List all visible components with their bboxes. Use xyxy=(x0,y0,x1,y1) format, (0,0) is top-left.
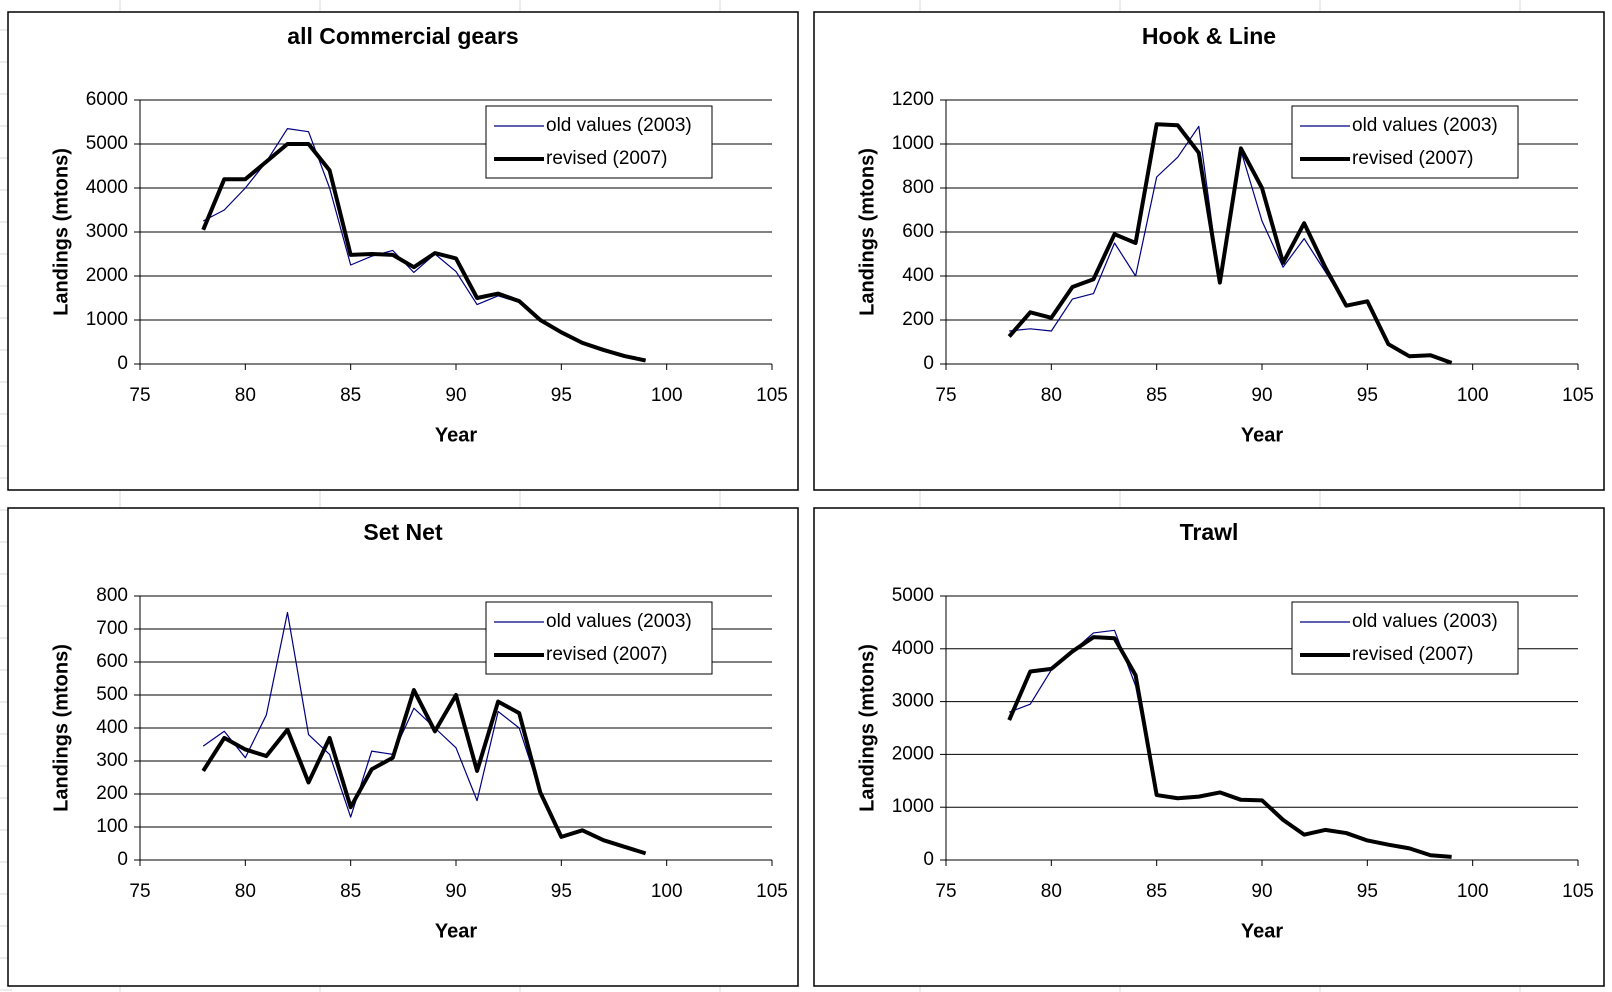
y-axis-label: Landings (mtons) xyxy=(50,644,72,812)
x-axis-label: Year xyxy=(435,920,477,942)
y-tick-label: 200 xyxy=(96,783,128,804)
x-tick-label: 90 xyxy=(445,881,466,902)
y-tick-label: 1000 xyxy=(892,796,934,817)
y-tick-label: 800 xyxy=(902,177,934,198)
y-tick-label: 4000 xyxy=(86,177,128,198)
legend-box xyxy=(1291,105,1519,179)
x-tick-label: 100 xyxy=(1457,385,1489,406)
y-tick-label: 600 xyxy=(902,221,934,242)
x-axis-label: Year xyxy=(435,424,477,446)
x-tick-label: 75 xyxy=(935,881,956,902)
y-tick-label: 0 xyxy=(923,353,934,374)
x-tick-label: 100 xyxy=(651,385,683,406)
y-axis-label: Landings (mtons) xyxy=(856,644,878,812)
x-tick-label: 75 xyxy=(129,881,150,902)
x-tick-label: 105 xyxy=(756,881,788,902)
y-tick-label: 3000 xyxy=(86,221,128,242)
x-tick-label: 95 xyxy=(1357,881,1378,902)
y-tick-label: 5000 xyxy=(892,585,934,606)
x-tick-label: 105 xyxy=(1562,385,1594,406)
chart-panel: all Commercial gears 0 1000 2000 3000 4000 500… xyxy=(7,11,799,491)
y-tick-label: 200 xyxy=(902,309,934,330)
y-tick-label: 400 xyxy=(96,717,128,738)
chart-panel: Trawl 0 1000 2000 3000 4000 5000 75 80 85 90 95 100 1… xyxy=(813,507,1605,987)
y-tick-label: 700 xyxy=(96,618,128,639)
x-tick-label: 80 xyxy=(235,881,256,902)
y-tick-label: 800 xyxy=(96,585,128,606)
legend-label: revised (2007) xyxy=(1352,644,1473,665)
chart-title: Hook & Line xyxy=(1142,23,1276,49)
y-tick-label: 5000 xyxy=(86,133,128,154)
x-tick-label: 100 xyxy=(651,881,683,902)
x-tick-label: 90 xyxy=(1251,881,1272,902)
chart-title: Trawl xyxy=(1180,519,1239,545)
x-tick-label: 95 xyxy=(551,881,572,902)
x-tick-label: 90 xyxy=(1251,385,1272,406)
x-axis-label: Year xyxy=(1241,920,1283,942)
legend-label: old values (2003) xyxy=(1352,611,1498,632)
series-line xyxy=(201,688,647,856)
y-tick-label: 0 xyxy=(923,849,934,870)
y-tick-label: 1000 xyxy=(892,133,934,154)
y-tick-label: 0 xyxy=(117,849,128,870)
y-axis-label: Landings (mtons) xyxy=(50,148,72,316)
y-tick-label: 100 xyxy=(96,816,128,837)
y-tick-label: 0 xyxy=(117,353,128,374)
chart-title: Set Net xyxy=(363,519,443,545)
panel-border xyxy=(813,11,1605,491)
panel-border xyxy=(7,11,799,491)
legend-label: revised (2007) xyxy=(546,148,667,169)
y-tick-label: 4000 xyxy=(892,638,934,659)
chart-panel: Hook & Line 0 200 400 600 800 1000 1200 75 80 85 90… xyxy=(813,11,1605,491)
x-tick-label: 80 xyxy=(1041,385,1062,406)
y-tick-label: 2000 xyxy=(86,265,128,286)
x-tick-label: 85 xyxy=(1146,881,1167,902)
x-tick-label: 85 xyxy=(340,385,361,406)
legend-label: old values (2003) xyxy=(546,115,692,136)
x-tick-label: 80 xyxy=(235,385,256,406)
y-tick-label: 2000 xyxy=(892,743,934,764)
y-tick-label: 3000 xyxy=(892,691,934,712)
chart-panel: Set Net 0 100 200 300 400 500 600 700 800 75 80 85 90… xyxy=(7,507,799,987)
y-tick-label: 400 xyxy=(902,265,934,286)
series-line xyxy=(1007,635,1452,859)
legend-label: old values (2003) xyxy=(1352,115,1498,136)
legend-box xyxy=(485,105,713,179)
panel-border xyxy=(7,507,799,987)
x-tick-label: 80 xyxy=(1041,881,1062,902)
x-axis-label: Year xyxy=(1241,424,1283,446)
x-tick-label: 100 xyxy=(1457,881,1489,902)
x-tick-label: 105 xyxy=(756,385,788,406)
y-tick-label: 6000 xyxy=(86,89,128,110)
y-tick-label: 600 xyxy=(96,651,128,672)
y-tick-label: 1000 xyxy=(86,309,128,330)
x-tick-label: 75 xyxy=(935,385,956,406)
legend-label: revised (2007) xyxy=(546,644,667,665)
x-tick-label: 75 xyxy=(129,385,150,406)
legend-label: revised (2007) xyxy=(1352,148,1473,169)
y-tick-label: 1200 xyxy=(892,89,934,110)
x-tick-label: 90 xyxy=(445,385,466,406)
series-line xyxy=(1007,122,1453,365)
y-tick-label: 500 xyxy=(96,684,128,705)
chart-title: all Commercial gears xyxy=(287,23,518,49)
x-tick-label: 85 xyxy=(1146,385,1167,406)
y-tick-label: 300 xyxy=(96,750,128,771)
y-axis-label: Landings (mtons) xyxy=(856,148,878,316)
x-tick-label: 95 xyxy=(551,385,572,406)
series-line xyxy=(201,142,647,363)
legend-box xyxy=(1291,601,1519,675)
x-tick-label: 85 xyxy=(340,881,361,902)
legend-box xyxy=(485,601,713,675)
x-tick-label: 95 xyxy=(1357,385,1378,406)
x-tick-label: 105 xyxy=(1562,881,1594,902)
legend-label: old values (2003) xyxy=(546,611,692,632)
